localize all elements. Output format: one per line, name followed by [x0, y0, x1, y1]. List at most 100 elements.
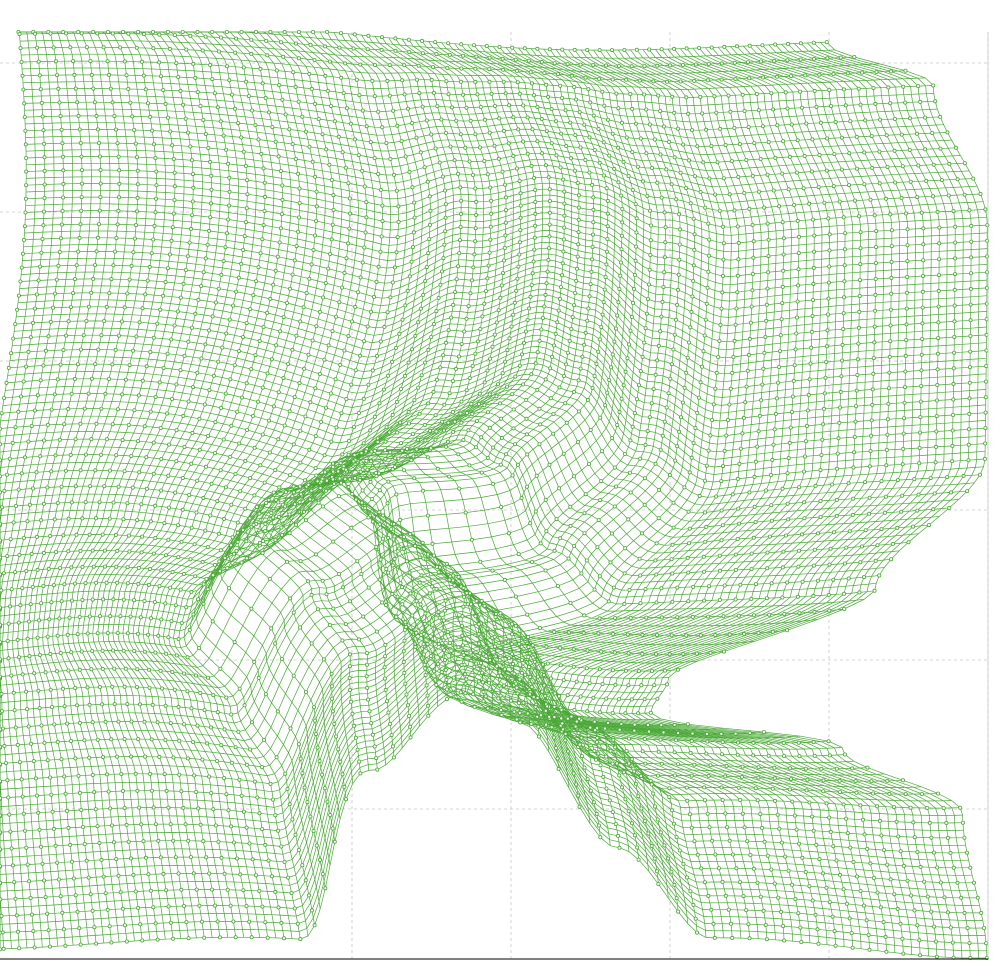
mesh-point — [0, 572, 2, 577]
mesh-point — [938, 146, 943, 151]
mesh-point — [166, 505, 171, 510]
mesh-point — [434, 429, 439, 434]
mesh-point — [19, 265, 24, 270]
mesh-point — [869, 779, 874, 784]
mesh-point — [244, 79, 249, 84]
mesh-point — [346, 241, 351, 246]
mesh-point — [877, 818, 882, 823]
mesh-point — [60, 910, 65, 915]
mesh-point — [543, 377, 548, 382]
mesh-point — [69, 650, 74, 655]
mesh-point — [845, 831, 850, 836]
mesh-point — [747, 206, 752, 211]
mesh-point — [723, 893, 728, 898]
mesh-point — [627, 342, 632, 347]
mesh-point — [492, 332, 497, 337]
mesh-point — [326, 266, 331, 271]
mesh-point — [113, 532, 118, 537]
mesh-point — [374, 474, 379, 479]
mesh-point — [24, 569, 29, 574]
mesh-point — [875, 543, 880, 548]
mesh-point — [775, 123, 780, 128]
mesh-point — [328, 391, 333, 396]
mesh-point — [552, 704, 557, 709]
mesh-point — [528, 675, 533, 680]
mesh-point — [130, 114, 135, 119]
mesh-point — [837, 778, 842, 783]
mesh-point — [435, 466, 440, 471]
mesh-point — [591, 220, 596, 225]
mesh-point — [349, 699, 354, 704]
mesh-point — [384, 567, 389, 572]
mesh-point — [559, 285, 564, 290]
mesh-point — [126, 839, 131, 844]
mesh-column-line — [644, 42, 980, 959]
mesh-point — [885, 164, 890, 169]
mesh-point — [347, 226, 352, 231]
mesh-point — [66, 549, 71, 554]
mesh-point — [456, 645, 461, 650]
mesh-point — [90, 908, 95, 913]
mesh-point — [936, 336, 941, 341]
mesh-point — [619, 247, 624, 252]
mesh-point — [847, 529, 852, 534]
mesh-point — [321, 657, 326, 662]
mesh-point — [135, 518, 140, 523]
mesh-point — [151, 471, 156, 476]
mesh-point — [182, 722, 187, 727]
mesh-point — [962, 192, 967, 197]
mesh-point — [63, 943, 68, 948]
mesh-point — [420, 104, 425, 109]
mesh-point — [80, 181, 85, 186]
mesh-point — [692, 247, 697, 252]
mesh-point — [257, 540, 262, 545]
mesh-point — [949, 490, 954, 495]
mesh-point — [48, 944, 53, 949]
mesh-point — [761, 366, 766, 371]
mesh-point — [862, 575, 867, 580]
mesh-point — [629, 64, 634, 69]
mesh-point — [369, 449, 374, 454]
mesh-point — [13, 425, 18, 430]
mesh-point — [362, 184, 367, 189]
mesh-point — [405, 703, 410, 708]
mesh-point — [395, 430, 400, 435]
mesh-point — [220, 345, 225, 350]
mesh-point — [797, 754, 802, 759]
mesh-point — [503, 452, 508, 457]
mesh-point — [483, 289, 488, 294]
mesh-point — [684, 633, 689, 638]
mesh-point — [630, 106, 635, 111]
mesh-point — [205, 675, 210, 680]
mesh-point — [281, 315, 286, 320]
mesh-point — [309, 488, 314, 493]
mesh-point — [604, 262, 609, 267]
mesh-column-line — [400, 49, 674, 852]
mesh-point — [118, 45, 123, 50]
mesh-point — [78, 347, 83, 352]
mesh-point — [691, 278, 696, 283]
mesh-point — [485, 276, 490, 281]
mesh-point — [131, 250, 136, 255]
mesh-point — [903, 353, 908, 358]
mesh-point — [925, 806, 930, 811]
mesh-point — [797, 548, 802, 553]
mesh-point — [116, 154, 121, 159]
mesh-point — [638, 573, 643, 578]
mesh-point — [827, 815, 832, 820]
mesh-point — [530, 81, 535, 86]
mesh-point — [249, 367, 254, 372]
mesh-point — [324, 488, 329, 493]
mesh-point — [13, 896, 18, 901]
mesh-point — [68, 45, 73, 50]
mesh-point — [652, 137, 657, 142]
mesh-point — [265, 53, 270, 58]
mesh-point — [513, 57, 518, 62]
mesh-point — [94, 113, 99, 118]
mesh-point — [26, 619, 31, 624]
mesh-point — [416, 63, 421, 68]
mesh-point — [525, 151, 530, 156]
mesh-point — [127, 363, 132, 368]
mesh-point — [11, 520, 16, 525]
